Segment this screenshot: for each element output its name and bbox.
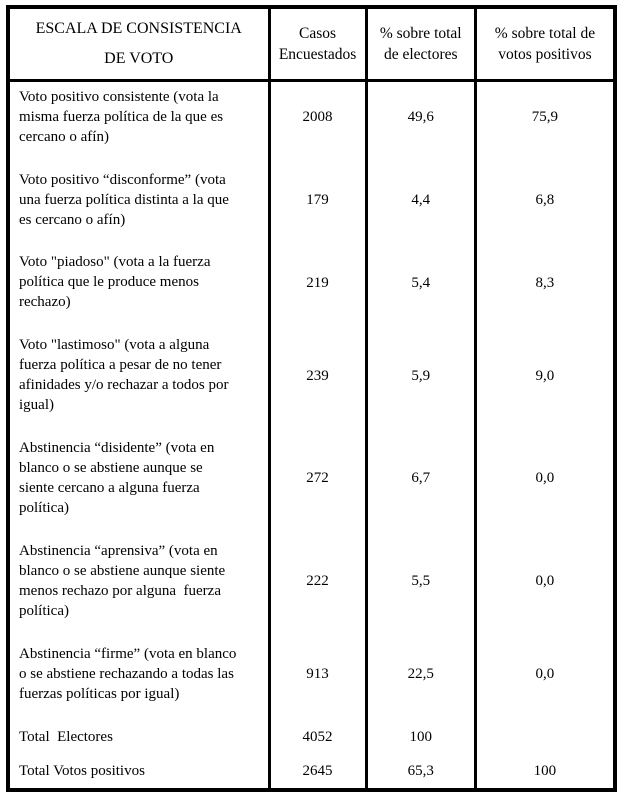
pct-electores-value: 5,4 [364,247,476,331]
table-row: Voto positivo “disconforme” (vota una fu… [8,164,615,248]
pct-electores-value: 65,3 [364,754,476,790]
vote-category-label: Voto "lastimoso" (vota a alguna fuerza p… [19,337,229,414]
table-body: Voto positivo consistente (vota la misma… [8,80,615,790]
pct-votos-positivos-value: 0,0 [473,638,615,722]
pct-electores-value: 100 [364,721,476,755]
casos-encuestados-value: 222 [267,535,367,639]
vote-category-label: Abstinencia “firme” (vota en blanco o se… [19,645,237,702]
casos-encuestados-value: 179 [267,164,367,248]
vote-category-label: Voto positivo consistente (vota la misma… [19,89,224,145]
pct-votos-positivos-value: 9,0 [473,330,615,433]
table-row: Voto "piadoso" (vota a la fuerza polític… [8,247,615,331]
pct-votos-positivos-value: 6,8 [473,164,615,248]
casos-encuestados-value: 219 [267,247,367,331]
vote-consistency-table: ESCALA DE CONSISTENCIA DE VOTO Casos Enc… [6,5,617,792]
col-header-pct-total-electores: % sobre total de electores [364,7,476,82]
table-row: Abstinencia “firme” (vota en blanco o se… [8,638,615,722]
casos-encuestados-value: 2645 [267,754,367,790]
table-row: Total Electores 4052 100 [8,721,615,755]
vote-category-label: Total Votos positivos [19,762,145,779]
vote-category-label: Voto positivo “disconforme” (vota una fu… [19,171,229,228]
table-row: Total Votos positivos 2645 65,3 100 [8,754,615,790]
vote-category-label: Voto "piadoso" (vota a la fuerza polític… [19,254,211,311]
pct-electores-value: 5,5 [364,535,476,639]
casos-encuestados-value: 272 [267,432,367,536]
casos-encuestados-value: 4052 [267,721,367,755]
table-row: Voto positivo consistente (vota la misma… [8,80,615,165]
header-row: ESCALA DE CONSISTENCIA DE VOTO Casos Enc… [8,7,615,82]
vote-category-label: Total Electores [19,729,113,746]
vote-category-label: Abstinencia “disidente” (vota en blanco … [19,439,215,516]
pct-electores-value: 4,4 [364,164,476,248]
casos-encuestados-value: 913 [267,638,367,722]
pct-votos-positivos-value: 0,0 [473,432,615,536]
col-header-escala-de-consistencia: ESCALA DE CONSISTENCIA DE VOTO [8,7,269,82]
pct-votos-positivos-value: 0,0 [473,535,615,639]
col-header-casos-encuestados: Casos Encuestados [267,7,367,82]
vote-category-label: Abstinencia “aprensiva” (vota en blanco … [19,542,226,619]
table-row: Abstinencia “aprensiva” (vota en blanco … [8,535,615,639]
table-row: Voto "lastimoso" (vota a alguna fuerza p… [8,330,615,433]
pct-votos-positivos-value: 100 [473,754,615,790]
table-header: ESCALA DE CONSISTENCIA DE VOTO Casos Enc… [8,7,615,82]
pct-electores-value: 22,5 [364,638,476,722]
table-row: Abstinencia “disidente” (vota en blanco … [8,432,615,536]
pct-votos-positivos-value [473,721,615,755]
pct-electores-value: 49,6 [364,80,476,165]
pct-votos-positivos-value: 75,9 [473,80,615,165]
pct-electores-value: 6,7 [364,432,476,536]
col-header-pct-total-votos-positivos: % sobre total de votos positivos [473,7,615,82]
pct-electores-value: 5,9 [364,330,476,433]
pct-votos-positivos-value: 8,3 [473,247,615,331]
casos-encuestados-value: 239 [267,330,367,433]
casos-encuestados-value: 2008 [267,80,367,165]
